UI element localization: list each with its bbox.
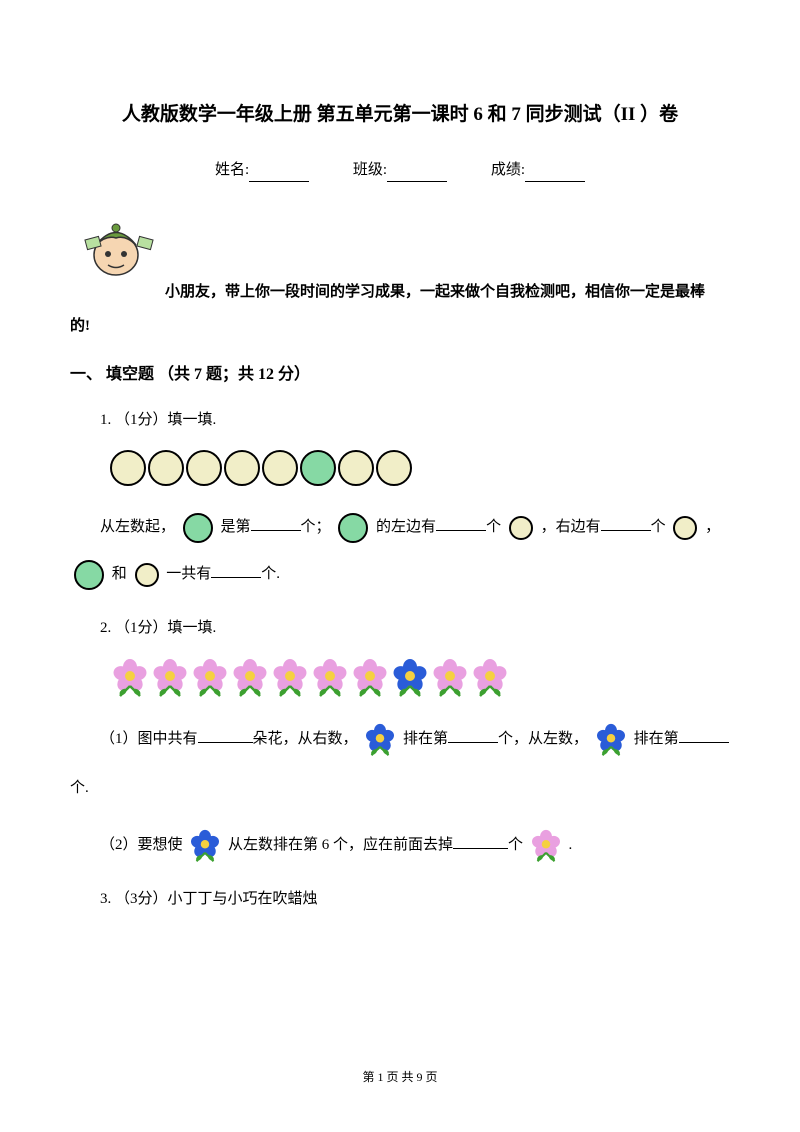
blank-field[interactable]: [448, 742, 498, 743]
q2-sub1-end: 个.: [70, 769, 730, 808]
page-title: 人教版数学一年级上册 第五单元第一课时 6 和 7 同步测试（II ）卷: [70, 100, 730, 130]
q2-header: 2. （1分）填一填.: [100, 616, 730, 640]
student-info-row: 姓名: 班级: 成绩:: [70, 158, 730, 182]
pink-flower-icon: [190, 658, 230, 698]
q1-text: 个；: [301, 519, 331, 535]
pink-flower-icon: [230, 658, 270, 698]
q1-fill-line-2: 和 一共有 个.: [70, 555, 730, 594]
q2-sub1: （1）图中共有 朵花，从右数， 排在第 个，从左数， 排在第: [70, 720, 730, 759]
green-circle-icon: [338, 513, 368, 543]
q1-fill-line-1: 从左数起， 是第 个； 的左边有 个 ，右边有 个 ，: [70, 508, 730, 547]
q1-text: 个.: [261, 566, 280, 582]
q2-text: 排在第: [403, 731, 448, 747]
blank-field[interactable]: [453, 848, 508, 849]
q1-text: 个: [486, 519, 505, 535]
q1-header: 1. （1分）填一填.: [100, 408, 730, 432]
q2-text: （2）要想使: [100, 837, 186, 853]
q1-text: 从左数起，: [100, 519, 175, 535]
blue-flower-icon: [594, 723, 628, 757]
pink-flower-icon: [430, 658, 470, 698]
q1-text: 一共有: [166, 566, 211, 582]
pink-flower-icon: [110, 658, 150, 698]
beige-circle-icon: [110, 450, 146, 486]
blank-field[interactable]: [601, 530, 651, 531]
beige-circle-icon: [509, 516, 533, 540]
blank-field[interactable]: [436, 530, 486, 531]
beige-circle-icon: [262, 450, 298, 486]
q2-sub2: （2）要想使 从左数排在第 6 个，应在前面去掉 个 .: [100, 826, 730, 865]
section-title-1: 一、 填空题 （共 7 题；共 12 分）: [70, 362, 730, 388]
class-label: 班级:: [353, 162, 387, 178]
q2-text: 个，从左数，: [498, 731, 588, 747]
blue-flower-icon: [363, 723, 397, 757]
q2-flowers-row: [100, 658, 730, 698]
q1-text: 是第: [221, 519, 251, 535]
q2-text: 个.: [70, 780, 89, 796]
green-circle-icon: [183, 513, 213, 543]
pink-flower-icon: [470, 658, 510, 698]
name-blank[interactable]: [249, 181, 309, 182]
blank-field[interactable]: [251, 530, 301, 531]
beige-circle-icon: [148, 450, 184, 486]
pink-flower-icon: [350, 658, 390, 698]
mascot-icon: [78, 210, 163, 280]
beige-circle-icon: [673, 516, 697, 540]
q1-text: ，: [705, 519, 720, 535]
beige-circle-icon: [135, 563, 159, 587]
green-circle-icon: [74, 560, 104, 590]
beige-circle-icon: [376, 450, 412, 486]
blank-field[interactable]: [198, 742, 253, 743]
q2-text: （1）图中共有: [100, 731, 198, 747]
q2-text: .: [569, 837, 573, 853]
score-label: 成绩:: [491, 162, 525, 178]
beige-circle-icon: [338, 450, 374, 486]
q2-text: 个: [508, 837, 527, 853]
q2-text: 排在第: [634, 731, 679, 747]
blue-flower-icon: [390, 658, 430, 698]
pink-flower-icon: [270, 658, 310, 698]
q3-header: 3. （3分）小丁丁与小巧在吹蜡烛: [100, 887, 730, 911]
score-blank[interactable]: [525, 181, 585, 182]
pink-flower-icon: [529, 829, 563, 863]
green-circle-icon: [300, 450, 336, 486]
name-label: 姓名:: [215, 162, 249, 178]
question-2: 2. （1分）填一填.: [70, 616, 730, 865]
q1-text: 的左边有: [376, 519, 436, 535]
page-footer: 第 1 页 共 9 页: [0, 1068, 800, 1087]
blank-field[interactable]: [211, 577, 261, 578]
q2-text: 从左数排在第 6 个，应在前面去掉: [228, 837, 453, 853]
intro-text-1: 小朋友，带上你一段时间的学习成果，一起来做个自我检测吧，相信你一定是最棒: [165, 284, 705, 300]
intro-text-2: 的!: [70, 314, 730, 338]
pink-flower-icon: [310, 658, 350, 698]
q2-text: 朵花，从右数，: [253, 731, 358, 747]
blank-field[interactable]: [679, 742, 729, 743]
blue-flower-icon: [188, 829, 222, 863]
q1-text: ，右边有: [541, 519, 601, 535]
q1-text: 个: [651, 519, 670, 535]
pink-flower-icon: [150, 658, 190, 698]
question-1: 1. （1分）填一填. 从左数起， 是第 个； 的左边有 个 ，右边有 个 ， 和 一…: [70, 408, 730, 594]
class-blank[interactable]: [387, 181, 447, 182]
beige-circle-icon: [224, 450, 260, 486]
q1-circles-row: [100, 450, 730, 486]
q1-text: 和: [112, 566, 131, 582]
question-3: 3. （3分）小丁丁与小巧在吹蜡烛: [70, 887, 730, 911]
beige-circle-icon: [186, 450, 222, 486]
intro-block: 小朋友，带上你一段时间的学习成果，一起来做个自我检测吧，相信你一定是最棒 的!: [70, 210, 730, 338]
